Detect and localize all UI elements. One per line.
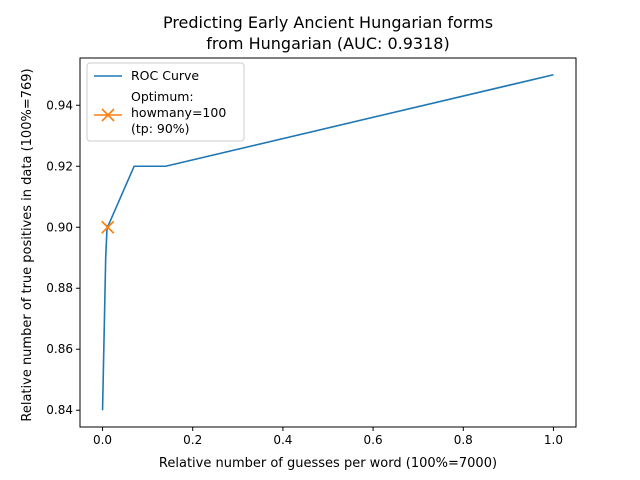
y-tick-label: 0.92	[46, 159, 73, 173]
marker-stroke	[101, 108, 115, 122]
optimum-marker	[101, 220, 115, 234]
y-tick-label: 0.94	[46, 98, 73, 112]
marker-stroke	[101, 220, 115, 234]
legend-optimum-x	[101, 108, 115, 122]
x-tick-label: 0.2	[183, 433, 202, 447]
y-tick-label: 0.84	[46, 403, 73, 417]
legend-optimum-label-line-1: Optimum:	[131, 89, 194, 104]
legend-optimum-label-line-2: howmany=100	[131, 105, 226, 120]
legend-optimum-label-line-3: (tp: 90%)	[131, 121, 190, 136]
plot-area: 0.0 0.2 0.4 0.6 0.8 1.0 0.84 0.86 0.88 0.90 0.92 0.…	[46, 57, 577, 447]
x-axis-label: Relative number of guesses per word (100…	[159, 456, 497, 471]
axes-frame	[79, 57, 577, 428]
x-tick-label: 0.0	[93, 433, 112, 447]
x-tick-label: 0.4	[273, 433, 292, 447]
legend-roc-label: ROC Curve	[131, 68, 199, 83]
y-axis-label: Relative number of true positives in dat…	[20, 68, 35, 421]
chart-title-line-2: from Hungarian (AUC: 0.9318)	[206, 34, 449, 53]
legend-box	[86, 62, 245, 142]
legend: ROC Curve Optimum: howmany=100 (tp: 90%)	[86, 62, 245, 142]
y-tick-label: 0.90	[46, 220, 73, 234]
y-tick-label: 0.86	[46, 342, 73, 356]
x-tick-label: 1.0	[544, 433, 563, 447]
y-tick-label: 0.88	[46, 281, 73, 295]
chart-title-line-1: Predicting Early Ancient Hungarian forms	[163, 13, 493, 32]
roc-curve-line	[101, 73, 554, 411]
x-tick-label: 0.8	[454, 433, 473, 447]
x-tick-label: 0.6	[364, 433, 383, 447]
legend-optimum-marker-icon	[101, 108, 115, 122]
